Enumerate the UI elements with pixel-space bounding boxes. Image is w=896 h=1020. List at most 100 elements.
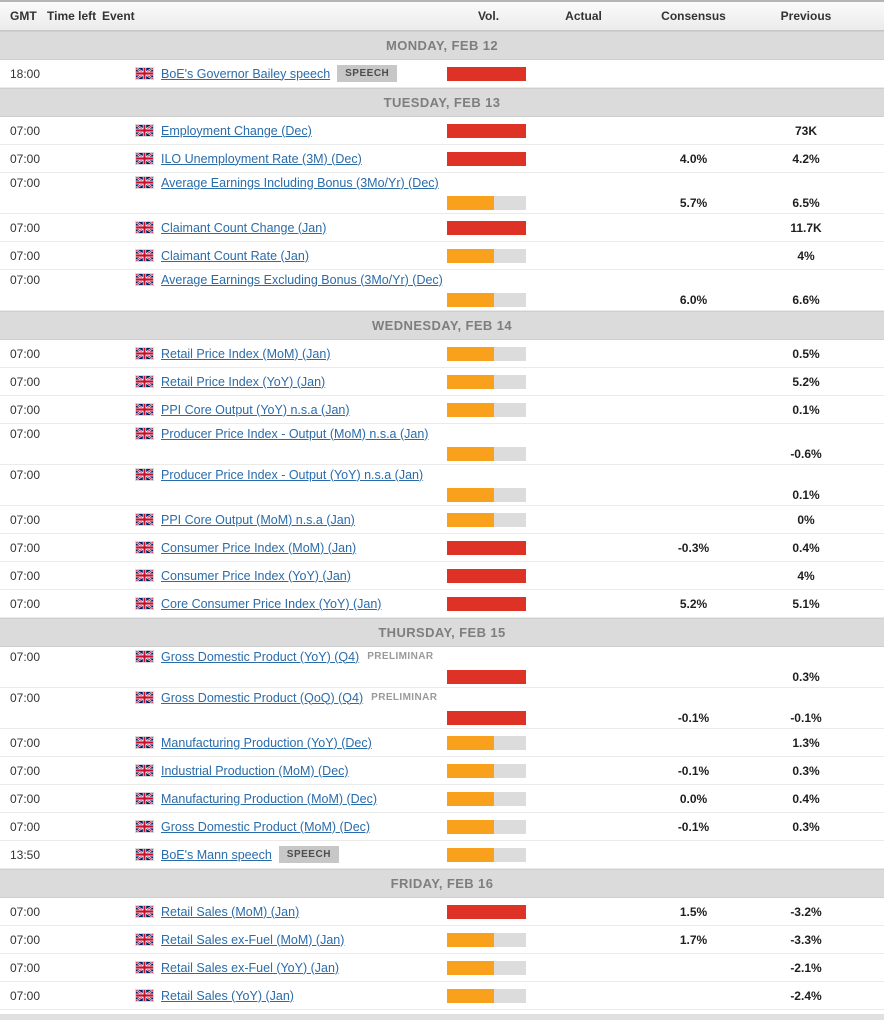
previous-value: -0.1% — [790, 710, 822, 725]
event-time: 07:00 — [10, 175, 41, 190]
event-link[interactable]: Retail Sales (MoM) (Jan) — [161, 904, 300, 919]
volatility-fill — [447, 123, 526, 138]
col-header-vol: Vol. — [477, 9, 500, 23]
volatility-bar — [447, 847, 526, 862]
event-cell: Gross Domestic Product (QoQ) (Q4) PRELIMI… — [130, 691, 750, 705]
event-link[interactable]: Gross Domestic Product (MoM) (Dec) — [161, 819, 371, 834]
col-header-consensus: Consensus — [661, 9, 726, 23]
volatility-bar — [447, 446, 526, 461]
event-link[interactable]: Gross Domestic Product (YoY) (Q4) — [161, 649, 360, 664]
event-row: 07:00 Core Consumer Price Index (YoY) (Ja… — [0, 590, 884, 618]
event-link[interactable]: Retail Price Index (YoY) (Jan) — [161, 374, 326, 389]
event-row: 07:00 Industrial Production (MoM) (Dec) -0… — [0, 757, 884, 785]
event-link[interactable]: PPI Core Output (MoM) n.s.a (Jan) — [161, 512, 355, 527]
volatility-fill — [447, 819, 495, 834]
volatility-fill — [447, 292, 495, 307]
event-link[interactable]: Claimant Count Rate (Jan) — [161, 248, 309, 263]
col-header-time-left: Time left — [47, 9, 97, 23]
event-link[interactable]: Industrial Production (MoM) (Dec) — [161, 763, 349, 778]
previous-value: -3.3% — [790, 932, 822, 947]
volatility-bar — [447, 669, 526, 684]
event-link[interactable]: Average Earnings Including Bonus (3Mo/Yr… — [161, 175, 439, 190]
volatility-fill — [447, 220, 526, 235]
event-cell: Consumer Price Index (YoY) (Jan) — [130, 569, 447, 583]
event-link[interactable]: Consumer Price Index (YoY) (Jan) — [161, 568, 351, 583]
volatility-bar — [447, 904, 526, 919]
uk-flag-icon — [135, 427, 154, 440]
col-header-previous: Previous — [780, 9, 832, 23]
event-time: 07:00 — [10, 904, 41, 919]
volatility-bar — [447, 568, 526, 583]
event-link[interactable]: Manufacturing Production (YoY) (Dec) — [161, 735, 372, 750]
event-cell: Retail Sales ex-Fuel (YoY) (Jan) — [130, 961, 447, 975]
volatility-bar — [447, 220, 526, 235]
volatility-cell — [447, 248, 530, 263]
volatility-bar — [447, 374, 526, 389]
event-row: 07:00 ILO Unemployment Rate (3M) (Dec) 4.0… — [0, 145, 884, 173]
col-header-gmt: GMT — [10, 9, 37, 23]
event-link[interactable]: BoE's Mann speech — [161, 847, 272, 862]
event-link[interactable]: Gross Domestic Product (QoQ) (Q4) — [161, 690, 364, 705]
event-time: 07:00 — [10, 735, 41, 750]
event-link[interactable]: BoE's Governor Bailey speech — [161, 66, 331, 81]
volatility-fill — [447, 904, 526, 919]
event-row: 07:00 Average Earnings Including Bonus (3… — [0, 173, 884, 214]
event-link[interactable]: Retail Sales ex-Fuel (YoY) (Jan) — [161, 960, 340, 975]
day-header: FRIDAY, FEB 16 — [0, 869, 884, 898]
event-link[interactable]: Retail Sales (YoY) (Jan) — [161, 988, 294, 1003]
event-row: 07:00 Producer Price Index - Output (YoY)… — [0, 465, 884, 506]
volatility-cell — [447, 402, 530, 417]
volatility-cell — [447, 292, 530, 307]
preliminary-note: PRELIMINAR — [367, 651, 434, 662]
volatility-bar — [447, 819, 526, 834]
event-cell: Retail Price Index (MoM) (Jan) — [130, 347, 447, 361]
day-header: TUESDAY, FEB 13 — [0, 88, 884, 117]
event-cell: Manufacturing Production (MoM) (Dec) — [130, 792, 447, 806]
event-link[interactable]: Core Consumer Price Index (YoY) (Jan) — [161, 596, 382, 611]
uk-flag-icon — [135, 468, 154, 481]
uk-flag-icon — [135, 764, 154, 777]
event-cell: Core Consumer Price Index (YoY) (Jan) — [130, 597, 447, 611]
event-link[interactable]: Consumer Price Index (MoM) (Jan) — [161, 540, 357, 555]
uk-flag-icon — [135, 961, 154, 974]
volatility-bar — [447, 151, 526, 166]
volatility-bar — [447, 763, 526, 778]
volatility-bar — [447, 487, 526, 502]
speech-badge: SPEECH — [337, 65, 398, 82]
uk-flag-icon — [135, 989, 154, 1002]
event-link[interactable]: Claimant Count Change (Jan) — [161, 220, 327, 235]
calendar-column-header: GMT Time left Event Vol. Actual Consensu… — [0, 0, 884, 31]
event-link[interactable]: Retail Sales ex-Fuel (MoM) (Jan) — [161, 932, 345, 947]
uk-flag-icon — [135, 176, 154, 189]
previous-value: 0.3% — [792, 763, 820, 778]
volatility-fill — [447, 960, 495, 975]
event-link[interactable]: ILO Unemployment Rate (3M) (Dec) — [161, 151, 362, 166]
volatility-fill — [447, 151, 526, 166]
volatility-cell — [447, 123, 530, 138]
previous-value: 1.3% — [792, 735, 820, 750]
consensus-value: 0.0% — [679, 791, 708, 806]
event-link[interactable]: PPI Core Output (YoY) n.s.a (Jan) — [161, 402, 350, 417]
previous-value: 11.7K — [790, 220, 822, 235]
volatility-bar — [447, 988, 526, 1003]
consensus-value: 1.5% — [679, 904, 708, 919]
previous-value: 0% — [797, 512, 815, 527]
event-time: 07:00 — [10, 467, 41, 482]
event-link[interactable]: Employment Change (Dec) — [161, 123, 312, 138]
col-header-event: Event — [102, 9, 135, 23]
event-link[interactable]: Producer Price Index - Output (YoY) n.s.… — [161, 467, 424, 482]
event-cell: Producer Price Index - Output (MoM) n.s.… — [130, 427, 750, 441]
volatility-bar — [447, 932, 526, 947]
uk-flag-icon — [135, 541, 154, 554]
event-row: 07:00 Consumer Price Index (YoY) (Jan) 4% — [0, 562, 884, 590]
volatility-bar — [447, 735, 526, 750]
previous-value: 0.4% — [792, 791, 820, 806]
event-link[interactable]: Manufacturing Production (MoM) (Dec) — [161, 791, 378, 806]
event-link[interactable]: Producer Price Index - Output (MoM) n.s.… — [161, 426, 429, 441]
event-time: 07:00 — [10, 512, 41, 527]
event-link[interactable]: Average Earnings Excluding Bonus (3Mo/Yr… — [161, 272, 443, 287]
previous-value: -2.1% — [790, 960, 822, 975]
event-row: 07:00 Claimant Count Rate (Jan) 4% — [0, 242, 884, 270]
event-link[interactable]: Retail Price Index (MoM) (Jan) — [161, 346, 331, 361]
volatility-cell — [447, 151, 530, 166]
